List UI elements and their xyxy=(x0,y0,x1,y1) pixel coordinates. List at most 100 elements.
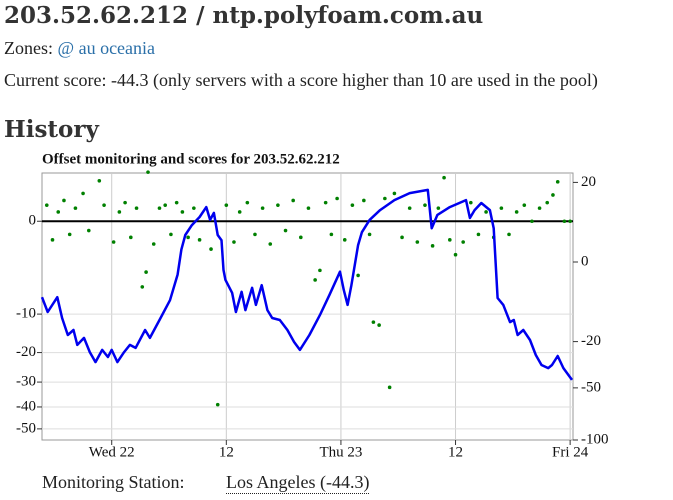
offset-point xyxy=(197,238,202,242)
offset-point xyxy=(383,196,387,201)
y2-tick-label: -20 xyxy=(581,333,601,349)
y-tick-label: -10 xyxy=(16,306,36,322)
offset-point xyxy=(186,235,190,240)
offset-point xyxy=(484,210,488,214)
offset-point xyxy=(453,252,458,257)
y-tick-label: -30 xyxy=(16,374,36,390)
offset-point xyxy=(117,210,122,214)
offset-point xyxy=(442,175,446,180)
offset-point xyxy=(448,238,452,242)
offset-point xyxy=(157,206,162,210)
chart-title: Offset monitoring and scores for 203.52.… xyxy=(42,151,340,167)
offset-point xyxy=(291,198,295,203)
x-tick-label: Thu 23 xyxy=(319,444,362,460)
offset-point xyxy=(56,210,61,214)
offset-point xyxy=(476,232,481,237)
x-tick-label: 12 xyxy=(448,444,463,460)
offset-point xyxy=(362,198,366,203)
offset-point xyxy=(545,200,550,205)
x-tick-label: Fri 24 xyxy=(552,444,589,460)
offset-point xyxy=(276,203,280,207)
offset-point xyxy=(318,268,322,273)
offset-point xyxy=(102,203,106,207)
offset-point xyxy=(245,200,250,205)
offset-point xyxy=(415,240,420,244)
offset-point xyxy=(97,178,102,183)
offset-point xyxy=(209,247,213,251)
offset-point xyxy=(81,191,85,196)
offset-point xyxy=(260,206,265,210)
offset-point xyxy=(392,191,397,196)
zone-link[interactable]: @ au oceania xyxy=(57,38,156,58)
offset-point xyxy=(140,285,145,289)
offset-point xyxy=(146,170,150,174)
y2-tick-label: 20 xyxy=(581,174,596,190)
offset-point xyxy=(253,232,257,237)
offset-point xyxy=(44,203,49,207)
y-tick-label: -50 xyxy=(16,420,36,436)
offset-point xyxy=(469,200,473,205)
y2-tick-label: 0 xyxy=(581,253,589,269)
offset-point xyxy=(329,232,334,237)
y-tick-label: -20 xyxy=(16,344,36,360)
offset-point xyxy=(151,242,156,246)
offset-point xyxy=(50,238,55,242)
offset-point xyxy=(423,203,427,207)
page-title: 203.52.62.212 / ntp.polyfoam.com.au xyxy=(4,2,484,29)
offset-point xyxy=(562,219,567,224)
offset-point xyxy=(163,203,167,207)
offset-point xyxy=(335,196,339,201)
zones-label: Zones: xyxy=(4,38,53,58)
offset-point xyxy=(323,200,328,205)
station-label: Monitoring Station: xyxy=(42,472,185,492)
offset-point xyxy=(169,232,173,237)
offset-point xyxy=(461,240,465,244)
offset-point xyxy=(350,203,355,207)
offset-point xyxy=(144,270,148,274)
offset-point xyxy=(342,238,347,242)
offset-point xyxy=(514,210,519,214)
offset-point xyxy=(499,206,504,210)
offset-point xyxy=(134,206,139,210)
offset-point xyxy=(522,203,527,207)
offset-point xyxy=(407,206,412,210)
offset-point xyxy=(129,235,133,240)
offset-point xyxy=(232,240,236,244)
offset-point xyxy=(387,385,392,390)
offset-point xyxy=(436,206,441,210)
y-tick-label: -40 xyxy=(16,398,36,414)
x-tick-label: Wed 22 xyxy=(89,444,135,460)
offset-point xyxy=(306,206,311,210)
score-line xyxy=(40,188,574,381)
history-heading: History xyxy=(4,116,99,143)
offset-point xyxy=(551,193,555,197)
offset-point xyxy=(215,402,220,407)
zones: Zones: @ au oceania xyxy=(4,38,155,59)
y2-tick-label: -100 xyxy=(581,431,609,447)
offset-point xyxy=(283,228,288,233)
offset-point xyxy=(299,235,303,240)
offset-point xyxy=(86,228,91,233)
offset-point xyxy=(377,323,381,327)
offset-point xyxy=(237,210,242,214)
offset-point xyxy=(371,320,376,324)
offset-point xyxy=(313,278,317,282)
offset-point xyxy=(268,242,273,246)
offset-point xyxy=(224,203,229,207)
offset-point xyxy=(174,200,179,205)
offset-point xyxy=(367,232,372,237)
chart: Offset monitoring and scores for 203.52.… xyxy=(16,151,609,460)
y-tick-label: 0 xyxy=(29,213,37,229)
offset-point xyxy=(430,244,435,248)
station-link[interactable]: Los Angeles (-44.3) xyxy=(226,472,370,494)
offset-point xyxy=(555,180,560,184)
offset-point xyxy=(507,232,511,237)
offset-point xyxy=(180,210,185,214)
offset-point xyxy=(356,273,360,278)
offset-point xyxy=(537,206,542,210)
offset-point xyxy=(62,198,66,203)
y2-tick-label: -50 xyxy=(581,379,601,395)
offset-point xyxy=(568,219,572,224)
offset-point xyxy=(123,200,127,205)
